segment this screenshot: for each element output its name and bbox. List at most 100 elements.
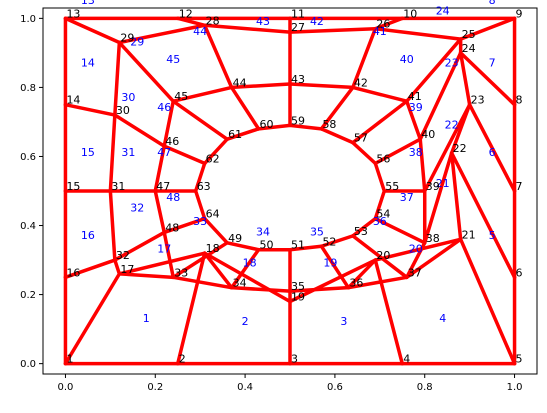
node-label: 55 (385, 180, 399, 193)
mesh-edge-8-24 (458, 51, 517, 107)
node-label: 29 (120, 32, 134, 45)
node-label: 30 (116, 104, 130, 117)
element-label: 32 (130, 201, 144, 214)
mesh-edge-52-53 (319, 234, 355, 248)
element-label: 33 (193, 215, 207, 228)
mesh-edge-39-40 (418, 137, 427, 193)
node-label: 42 (354, 76, 368, 89)
element-label: 48 (166, 191, 180, 204)
node-label: 27 (291, 21, 305, 34)
element-label: 2 (242, 315, 249, 328)
mesh-edge-23-39 (422, 102, 472, 193)
mesh-edge-22-38 (422, 151, 454, 245)
mesh-edge-16-32 (63, 258, 117, 280)
mesh-edge-9-25 (458, 16, 517, 41)
mesh-edge-27-28 (202, 23, 292, 34)
element-label: 41 (373, 25, 387, 38)
mesh-edge-23-24 (458, 51, 472, 107)
mesh-edge-28-29 (117, 23, 207, 45)
mesh-edge-59-60 (256, 123, 292, 131)
node-label: 46 (165, 135, 179, 148)
node-label: 53 (354, 225, 368, 238)
mesh-edge-38-54 (373, 216, 427, 245)
element-label: 15 (81, 146, 95, 159)
element-label: 46 (157, 101, 171, 114)
mesh-edge-46-62 (162, 144, 207, 166)
node-label: 45 (174, 90, 188, 103)
element-label: 38 (409, 146, 423, 159)
element-label: 19 (323, 257, 337, 270)
element-label: 47 (157, 146, 171, 159)
element-label: 37 (400, 191, 414, 204)
mesh-edge-48-64 (162, 216, 207, 235)
element-label: 36 (373, 215, 387, 228)
node-label: 43 (291, 73, 305, 86)
mesh-edge-41-42 (351, 85, 409, 103)
node-label: 19 (291, 290, 305, 303)
y-tick-label: 0.4 (20, 221, 36, 232)
element-label: 31 (121, 146, 135, 159)
mesh-edge-47-48 (153, 189, 166, 235)
mesh-edge-41-57 (351, 99, 409, 145)
element-label: 22 (445, 118, 459, 131)
node-label: 1 (66, 353, 73, 366)
node-label: 13 (66, 7, 80, 20)
mesh-edge-7-23 (467, 102, 517, 193)
node-label: 40 (421, 128, 435, 141)
mesh-edge-44-60 (229, 85, 261, 131)
mesh-edge-53-54 (351, 216, 378, 238)
mesh-edge-46-47 (153, 144, 166, 193)
mesh-edge-18-19 (202, 251, 292, 304)
element-label: 21 (436, 177, 450, 190)
node-label: 17 (120, 263, 134, 276)
node-label: 8 (516, 94, 523, 107)
mesh-edge-51-52 (288, 244, 324, 252)
element-label: 1 (143, 312, 150, 325)
element-label: 35 (310, 225, 324, 238)
mesh-edge-37-53 (351, 234, 409, 280)
element-label: 23 (445, 56, 459, 69)
node-label: 26 (376, 18, 390, 31)
node-label: 61 (228, 128, 242, 141)
element-label: 44 (193, 25, 207, 38)
node-label: 62 (206, 152, 220, 165)
node-label: 10 (403, 7, 417, 20)
mesh-edge-5-21 (458, 237, 517, 366)
element-number-labels: 1234567891011121314151617181920212223242… (81, 0, 496, 328)
mesh-edge-54-55 (373, 189, 387, 221)
mesh-edge-62-63 (193, 161, 207, 193)
mesh-edge-40-56 (373, 137, 422, 166)
node-label: 36 (349, 277, 363, 290)
node-label: 56 (376, 152, 390, 165)
node-label: 7 (516, 180, 523, 193)
plot-axes: 0.0 0.2 0.4 0.6 0.8 1.0 0.0 0.2 0.4 0.6 0.8 1.0 (20, 7, 538, 393)
y-tick-label: 0.0 (20, 359, 36, 370)
node-label: 3 (291, 353, 298, 366)
mesh-edge-49-50 (225, 241, 261, 252)
mesh-edge-18-34 (202, 251, 234, 290)
mesh-edge-64-49 (202, 216, 229, 245)
node-label: 44 (233, 76, 247, 89)
node-label: 18 (206, 242, 220, 255)
element-label: 8 (489, 0, 496, 7)
node-label: 24 (462, 42, 476, 55)
element-label: 42 (310, 15, 324, 28)
mesh-edge-6-22 (449, 151, 517, 280)
mesh-edge-30-46 (113, 113, 166, 148)
mesh-edge-34-35 (229, 285, 292, 293)
mesh-edge-28-44 (202, 23, 234, 90)
node-label: 38 (426, 232, 440, 245)
x-tick-label: 0.2 (147, 382, 163, 393)
mesh-edge-40-41 (405, 99, 422, 141)
node-label: 25 (462, 28, 476, 41)
mesh-edge-33-34 (171, 275, 234, 290)
node-label: 50 (260, 239, 274, 252)
mesh-edge-10-26 (373, 16, 405, 31)
node-label: 31 (111, 180, 125, 193)
node-label: 60 (260, 118, 274, 131)
element-label: 7 (489, 56, 496, 69)
node-label: 11 (291, 7, 305, 20)
mesh-edge-36-52 (319, 244, 351, 290)
mesh-edge-48-33 (162, 230, 175, 280)
